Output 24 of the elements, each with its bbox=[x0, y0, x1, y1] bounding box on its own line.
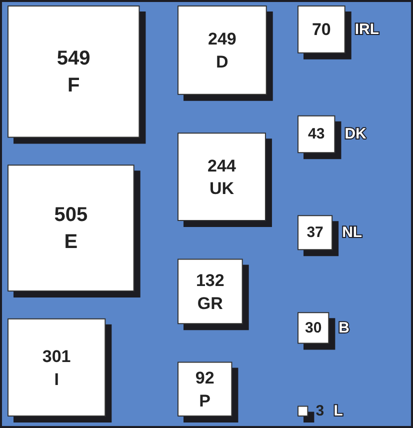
category-label: B bbox=[338, 319, 350, 336]
data-label: 37 bbox=[306, 224, 324, 242]
data-label: 249 bbox=[208, 30, 236, 49]
category-label: F bbox=[67, 74, 80, 97]
data-label: 132 bbox=[196, 270, 224, 290]
category-label: GR bbox=[197, 294, 223, 313]
data-label: 30 bbox=[304, 319, 322, 336]
category-label: P bbox=[199, 392, 211, 411]
data-label: 70 bbox=[312, 20, 331, 39]
category-label: DK bbox=[344, 126, 367, 143]
data-label: 3 bbox=[316, 402, 324, 420]
category-label: L bbox=[334, 402, 343, 420]
data-label: 505 bbox=[54, 204, 88, 226]
category-label: D bbox=[216, 52, 228, 72]
category-label: UK bbox=[209, 179, 235, 198]
category-label: I bbox=[54, 370, 59, 389]
data-label: 549 bbox=[56, 48, 90, 70]
data-label: 43 bbox=[308, 126, 325, 143]
data-label: 92 bbox=[195, 368, 214, 388]
data-label: 301 bbox=[42, 346, 71, 366]
data-label: 244 bbox=[208, 156, 236, 176]
category-label: NL bbox=[342, 224, 362, 242]
category-label: E bbox=[64, 231, 78, 254]
category-label: IRL bbox=[354, 20, 380, 38]
